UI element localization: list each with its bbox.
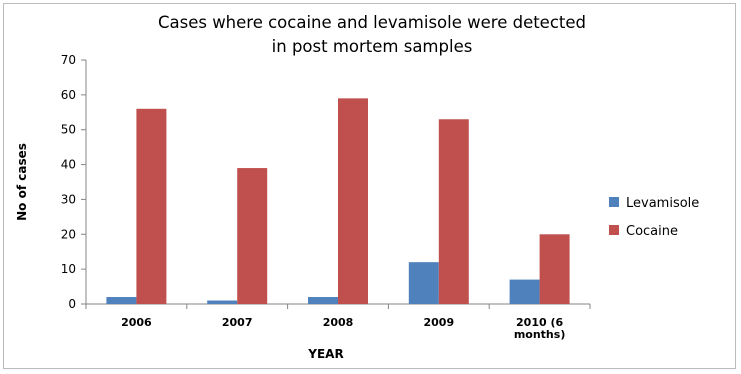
x-tick-labels: 2006 2007 2008 2009 2010 (6 months) (121, 316, 565, 341)
x-axis-label: YEAR (307, 347, 343, 361)
x-tick-label: 2008 (323, 316, 354, 329)
legend-label-cocaine: Cocaine (626, 224, 678, 239)
chart-legend: Levamisole Cocaine (609, 196, 699, 239)
bar-levamisole (207, 300, 238, 304)
bar-cocaine (338, 98, 368, 304)
x-tick-label: 2009 (423, 316, 454, 329)
y-tick-label: 30 (61, 192, 76, 206)
y-tick-label: 10 (61, 262, 76, 276)
y-tick-label: 60 (61, 88, 76, 102)
chart-bars (106, 98, 570, 304)
chart-title-line-1: Cases where cocaine and levamisole were … (158, 13, 586, 32)
bar-cocaine (237, 168, 268, 304)
y-tick-label: 20 (61, 227, 76, 241)
bar-cocaine (539, 234, 570, 304)
bar-levamisole (308, 297, 338, 304)
x-tick-label: 2006 (121, 316, 152, 329)
chart-frame (3, 3, 736, 369)
y-tick-label: 0 (68, 297, 76, 311)
bar-levamisole (509, 279, 540, 304)
bar-cocaine (438, 119, 469, 304)
bar-levamisole (408, 262, 439, 304)
bar-cocaine (136, 108, 167, 304)
y-tick-label: 50 (61, 123, 76, 137)
y-tick-label: 70 (61, 53, 76, 67)
legend-swatch-cocaine (609, 225, 619, 235)
y-axis-label: No of cases (15, 143, 29, 221)
x-tick-label: 2010 (6 months) (514, 316, 566, 341)
legend-label-levamisole: Levamisole (626, 196, 699, 211)
chart-title-line-2: in post mortem samples (272, 37, 473, 56)
y-tick-label: 40 (61, 158, 76, 172)
y-tick-labels: 0 10 20 30 40 50 60 70 (61, 53, 76, 311)
legend-swatch-levamisole (609, 197, 619, 207)
bar-levamisole (106, 297, 137, 304)
x-tick-label: 2007 (222, 316, 253, 329)
